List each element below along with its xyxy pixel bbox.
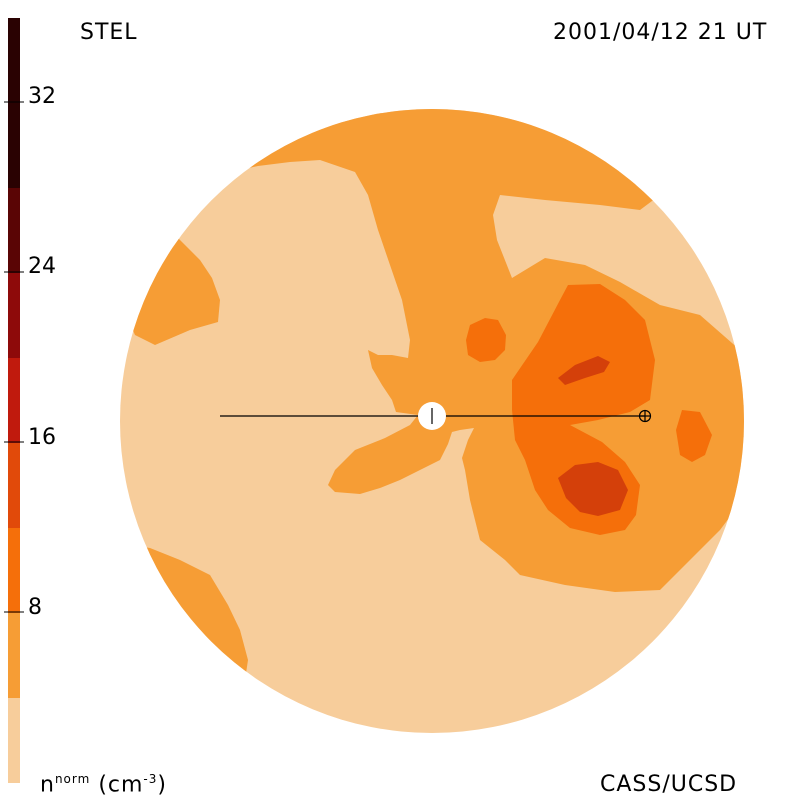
contour-level-3 (558, 356, 610, 385)
unit-superscript: norm (54, 772, 91, 786)
colorbar-tick-label: 24 (28, 254, 56, 279)
credit-label: CASS/UCSD (600, 772, 738, 797)
unit-rest: (cm (98, 772, 144, 798)
colorbar-segment (8, 358, 20, 443)
colorbar-segment (8, 443, 20, 528)
colorbar-tick-label: 16 (28, 425, 56, 450)
colorbar: 32 24 16 8 (4, 18, 56, 783)
contour-level-2 (512, 284, 655, 535)
colorbar-segment (8, 613, 20, 698)
earth-icon (638, 409, 652, 423)
density-disk (120, 109, 744, 733)
contour-level-3 (558, 462, 628, 516)
colorbar-tick-label: 8 (28, 595, 42, 620)
observatory-label: STEL (80, 20, 138, 45)
unit-close: ) (157, 772, 167, 798)
timestamp-label: 2001/04/12 21 UT (553, 20, 768, 45)
unit-exponent: -3 (143, 772, 158, 786)
unit-base: n (40, 772, 55, 798)
colorbar-segment (8, 273, 20, 358)
colorbar-segment (8, 18, 20, 188)
unit-label: nnorm (cm-3) (40, 772, 167, 797)
colorbar-segment (8, 528, 20, 613)
contour-level-2 (676, 410, 712, 462)
colorbar-segment (8, 698, 20, 783)
contour-level-2 (466, 318, 506, 362)
colorbar-tick-label: 32 (28, 84, 56, 109)
sun-icon (418, 402, 446, 430)
colorbar-segment (8, 188, 20, 273)
